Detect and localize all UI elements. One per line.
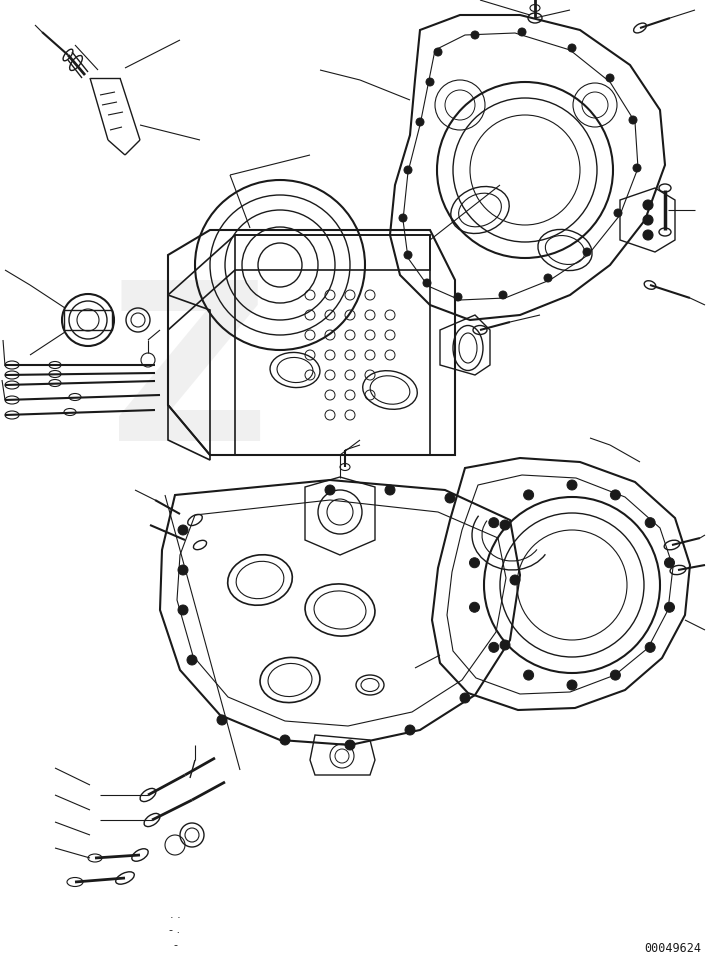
Circle shape (611, 490, 621, 500)
Circle shape (399, 214, 407, 222)
Circle shape (280, 735, 290, 745)
Circle shape (524, 670, 534, 680)
Circle shape (544, 274, 552, 282)
Circle shape (567, 480, 577, 490)
Circle shape (643, 200, 653, 210)
Circle shape (489, 518, 499, 528)
Circle shape (499, 291, 507, 299)
Circle shape (606, 74, 614, 82)
Circle shape (416, 118, 424, 126)
Circle shape (325, 485, 335, 495)
Circle shape (345, 740, 355, 750)
Text: - .: - . (169, 925, 181, 935)
Text: -: - (173, 940, 177, 950)
Circle shape (664, 602, 674, 612)
Circle shape (611, 670, 621, 680)
Circle shape (664, 558, 674, 568)
Text: 00049624: 00049624 (644, 942, 701, 955)
Circle shape (434, 48, 442, 56)
Circle shape (471, 31, 479, 39)
Circle shape (614, 209, 622, 217)
Circle shape (489, 642, 499, 652)
Circle shape (404, 251, 412, 259)
Circle shape (469, 558, 479, 568)
Circle shape (445, 493, 455, 503)
Circle shape (643, 230, 653, 240)
Circle shape (518, 28, 526, 36)
Circle shape (645, 518, 655, 528)
Circle shape (187, 655, 197, 665)
Text: Z: Z (109, 273, 270, 487)
Circle shape (404, 166, 412, 174)
Circle shape (645, 642, 655, 652)
Circle shape (510, 575, 520, 585)
Circle shape (178, 605, 188, 615)
Circle shape (469, 602, 479, 612)
Circle shape (385, 485, 395, 495)
Circle shape (423, 279, 431, 287)
Circle shape (454, 293, 462, 301)
Circle shape (426, 78, 434, 86)
Circle shape (405, 725, 415, 735)
Circle shape (568, 44, 576, 52)
Circle shape (460, 693, 470, 703)
Circle shape (643, 215, 653, 225)
Circle shape (567, 680, 577, 690)
Circle shape (500, 640, 510, 650)
Circle shape (217, 715, 227, 725)
Circle shape (178, 525, 188, 535)
Circle shape (629, 116, 637, 124)
Circle shape (583, 248, 591, 256)
Circle shape (500, 520, 510, 530)
Text: . .: . . (169, 910, 180, 920)
Circle shape (524, 490, 534, 500)
Circle shape (178, 565, 188, 575)
Circle shape (633, 164, 641, 172)
